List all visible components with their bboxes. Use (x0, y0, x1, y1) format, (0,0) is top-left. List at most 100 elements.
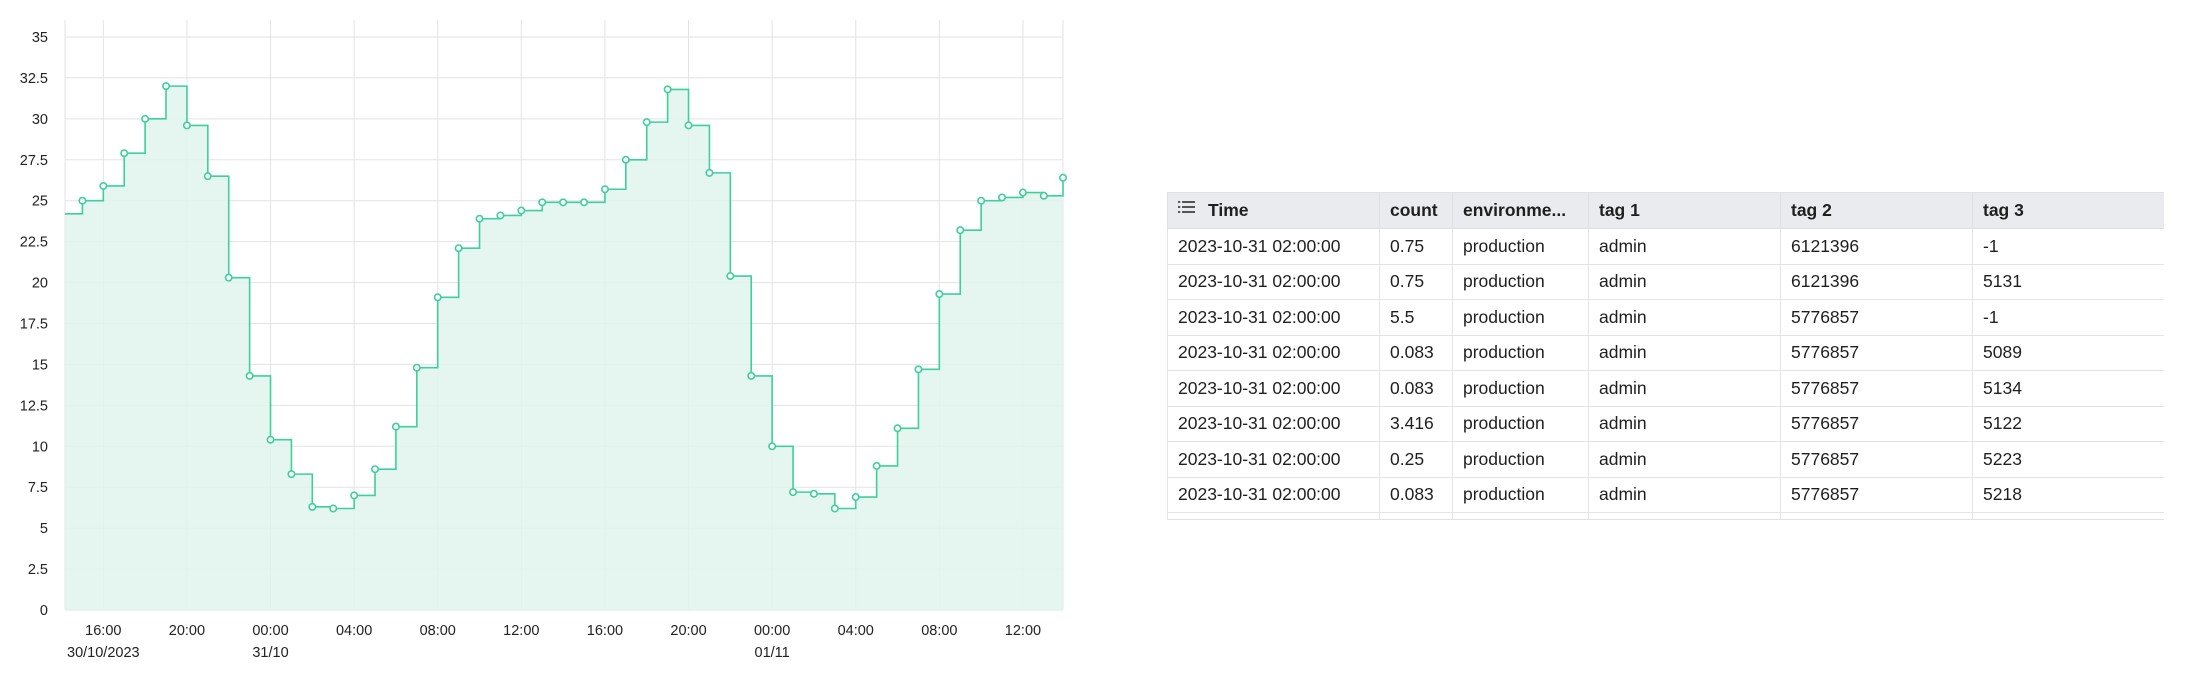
data-point (266, 435, 275, 444)
table-cell: 0.75 (1379, 228, 1453, 265)
y-tick-label: 25 (32, 194, 48, 210)
table-cell: 2023-10-31 02:00:00 (1167, 441, 1380, 478)
data-point (600, 185, 609, 194)
table-cell (1379, 512, 1453, 519)
y-tick-label: 27.5 (20, 153, 48, 169)
table-cell: 5089 (1972, 334, 2164, 371)
data-point (663, 85, 672, 94)
y-tick-label: 7.5 (28, 480, 48, 496)
data-point (203, 172, 212, 181)
data-point (956, 226, 965, 235)
table-cell (1972, 512, 2164, 519)
data-point (245, 371, 254, 380)
table-row: 2023-10-31 02:00:00 0.083 production adm… (1167, 476, 2164, 513)
table-cell: 5.5 (1379, 299, 1453, 336)
x-tick-label: 08:00 (420, 623, 456, 639)
data-point (496, 211, 505, 220)
data-point (287, 470, 296, 479)
x-tick-sublabel: 01/11 (755, 645, 790, 661)
table-cell: -1 (1972, 299, 2164, 336)
table-row: 2023-10-31 02:00:00 0.75 production admi… (1167, 228, 2164, 265)
table-cell: admin (1588, 228, 1781, 265)
table-cell (1452, 512, 1589, 519)
table-cell: 0.75 (1379, 263, 1453, 300)
data-point (391, 422, 400, 431)
series-area (65, 86, 1063, 611)
column-header-count[interactable]: count (1379, 192, 1453, 229)
table-cell: production (1452, 405, 1589, 442)
data-point (329, 504, 338, 513)
table-cell: 2023-10-31 02:00:00 (1167, 228, 1380, 265)
table-cell: admin (1588, 441, 1781, 478)
data-point (977, 196, 986, 205)
data-point (726, 272, 735, 281)
data-point (433, 293, 442, 302)
table-cell: admin (1588, 370, 1781, 407)
table-cell: production (1452, 334, 1589, 371)
y-tick-label: 32.5 (20, 71, 48, 87)
data-point (1039, 191, 1048, 200)
data-point (308, 502, 317, 511)
data-point (538, 198, 547, 207)
table-row: 2023-10-31 02:00:00 5.5 production admin… (1167, 299, 2164, 336)
table-cell: admin (1588, 263, 1781, 300)
x-tick-label: 16:00 (587, 623, 623, 639)
y-tick-label: 5 (40, 521, 48, 537)
table-cell: 2023-10-31 02:00:00 (1167, 334, 1380, 371)
table-cell (1167, 512, 1380, 519)
x-tick-label: 00:00 (252, 623, 288, 639)
table-cell: admin (1588, 476, 1781, 513)
table-cell: 5122 (1972, 405, 2164, 442)
column-header-label: Time (1208, 199, 1249, 220)
x-tick-label: 04:00 (838, 623, 874, 639)
table-cell: 5131 (1972, 263, 2164, 300)
table-cell: -1 (1972, 228, 2164, 265)
data-point (78, 196, 87, 205)
table-cell: admin (1588, 405, 1781, 442)
list-icon (1178, 198, 1196, 219)
table-cell: 2023-10-31 02:00:00 (1167, 405, 1380, 442)
x-tick-label: 12:00 (503, 623, 539, 639)
table-cell: admin (1588, 299, 1781, 336)
data-point (621, 155, 630, 164)
table-cell: 5776857 (1780, 441, 1973, 478)
y-tick-label: 12.5 (20, 398, 48, 414)
table-header-row: Time count environme... tag 1 tag 2 tag … (1167, 192, 2164, 229)
table-cell: 5218 (1972, 476, 2164, 513)
table-cell: 2023-10-31 02:00:00 (1167, 370, 1380, 407)
column-header-tag-3[interactable]: tag 3 (1972, 192, 2164, 229)
column-header-environment[interactable]: environme... (1452, 192, 1589, 229)
table-cell: 2023-10-31 02:00:00 (1167, 299, 1380, 336)
table-cell: 5223 (1972, 441, 2164, 478)
data-point (371, 465, 380, 474)
table-cell: admin (1588, 334, 1781, 371)
data-point (893, 424, 902, 433)
data-point (224, 273, 233, 282)
table-row: 2023-10-31 02:00:00 3.416 production adm… (1167, 405, 2164, 442)
table-cell: production (1452, 299, 1589, 336)
column-header-tag-1[interactable]: tag 1 (1588, 192, 1781, 229)
column-header-tag-2[interactable]: tag 2 (1780, 192, 1973, 229)
table-cell: 5776857 (1780, 405, 1973, 442)
x-tick-label: 20:00 (169, 623, 205, 639)
table-cell: production (1452, 441, 1589, 478)
table-cell: 5776857 (1780, 299, 1973, 336)
table-cell: production (1452, 263, 1589, 300)
table-cell: 0.083 (1379, 476, 1453, 513)
data-point (830, 504, 839, 513)
x-tick-label: 08:00 (921, 623, 957, 639)
table-cell: 6121396 (1780, 263, 1973, 300)
y-tick-label: 30 (32, 112, 48, 128)
data-point (412, 363, 421, 372)
table-row (1167, 512, 2164, 519)
table-cell (1780, 512, 1973, 519)
y-tick-label: 20 (32, 276, 48, 292)
table-cell: 3.416 (1379, 405, 1453, 442)
x-tick-label: 16:00 (85, 623, 121, 639)
table-cell (1588, 512, 1781, 519)
table-cell: 6121396 (1780, 228, 1973, 265)
table-cell: 0.083 (1379, 334, 1453, 371)
column-header-time[interactable]: Time (1167, 192, 1380, 229)
x-tick-label: 20:00 (670, 623, 706, 639)
x-tick-label: 04:00 (336, 623, 372, 639)
